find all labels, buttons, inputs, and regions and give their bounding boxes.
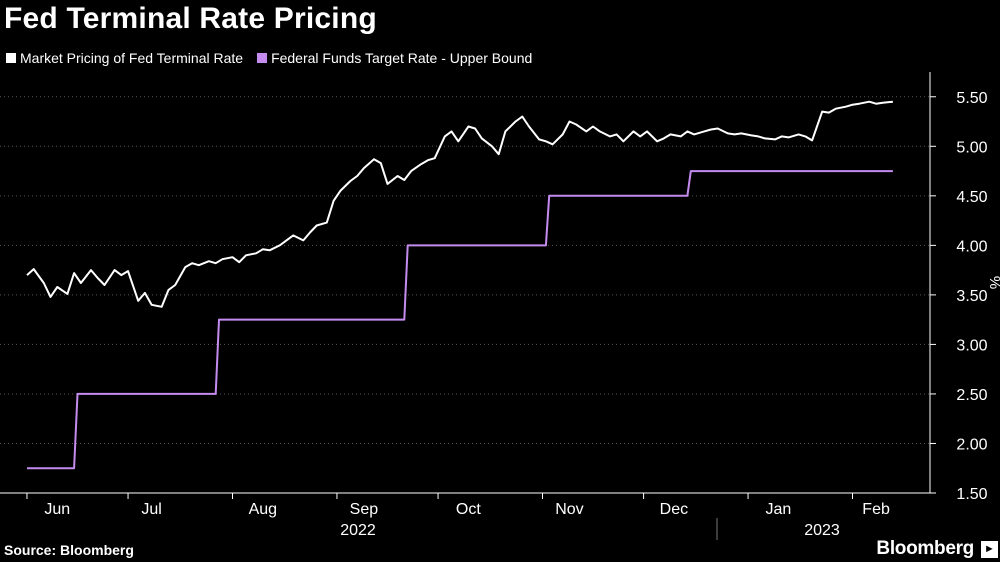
series-line-target xyxy=(27,170,893,470)
x-month-label: Jun xyxy=(44,501,70,518)
x-month-label: Jul xyxy=(141,501,161,518)
x-month-label: Oct xyxy=(456,501,481,518)
y-tick-label: 4.50 xyxy=(956,189,987,206)
legend-item-market: Market Pricing of Fed Terminal Rate xyxy=(6,50,243,66)
x-month-label: Sep xyxy=(350,501,379,518)
y-tick-label: 2.50 xyxy=(956,387,987,404)
x-month-label: Feb xyxy=(862,501,890,518)
brand-badge: ► xyxy=(981,541,998,558)
legend-swatch-market xyxy=(6,53,16,63)
legend: Market Pricing of Fed Terminal Rate Fede… xyxy=(6,50,532,66)
legend-label-market: Market Pricing of Fed Terminal Rate xyxy=(20,50,244,66)
source-note: Source: Bloomberg xyxy=(4,542,134,558)
y-tick-label: 4.00 xyxy=(956,238,987,255)
x-month-label: Jan xyxy=(765,501,791,518)
x-month-label: Aug xyxy=(249,501,277,518)
series-line-market xyxy=(26,100,893,308)
legend-swatch-target xyxy=(257,53,268,63)
y-axis-label: % xyxy=(986,276,1000,289)
chart-title: Fed Terminal Rate Pricing xyxy=(4,2,377,35)
x-month-label: Dec xyxy=(660,501,688,518)
brand-logo: Bloomberg xyxy=(876,538,974,559)
y-tick-label: 5.50 xyxy=(956,90,987,107)
y-tick-label: 3.50 xyxy=(956,288,987,305)
y-tick-label: 3.00 xyxy=(956,337,987,354)
legend-label-target: Federal Funds Target Rate - Upper Bound xyxy=(271,50,533,66)
y-tick-label: 2.00 xyxy=(956,436,987,453)
y-tick-label: 1.50 xyxy=(956,486,987,503)
x-year-label: 2022 xyxy=(340,522,376,539)
legend-item-target: Federal Funds Target Rate - Upper Bound xyxy=(257,50,532,66)
x-month-label: Nov xyxy=(555,501,583,518)
x-year-label: 2023 xyxy=(804,522,840,539)
y-tick-label: 5.00 xyxy=(956,139,987,156)
